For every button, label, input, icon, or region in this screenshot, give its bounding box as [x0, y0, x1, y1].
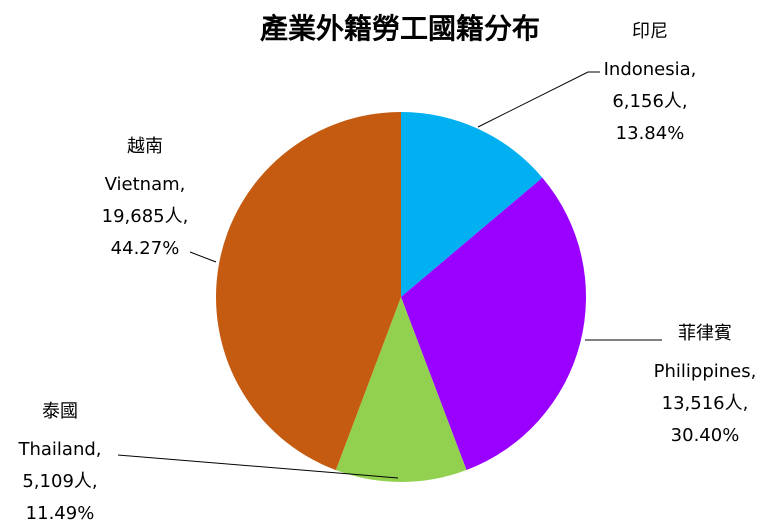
slice-label-name: 泰國 — [42, 401, 78, 422]
leader-line — [117, 454, 399, 479]
slice-label-name-en: Vietnam, — [105, 174, 186, 195]
slice-label-value: 13,516人, — [662, 393, 749, 414]
pie-slice — [335, 297, 467, 482]
slice-label-name: 越南 — [127, 136, 163, 157]
slice-label-name: 菲律賓 — [678, 323, 732, 344]
slice-label-name: 印尼 — [632, 21, 668, 42]
slice-label-percent: 30.40% — [671, 425, 740, 446]
leader-line — [189, 251, 217, 263]
slice-label-percent: 11.49% — [26, 503, 95, 524]
slice-label-percent: 44.27% — [111, 238, 180, 259]
slice-label-name-en: Thailand, — [17, 439, 101, 460]
slice-label-value: 19,685人, — [102, 206, 189, 227]
pie-slice — [401, 112, 543, 297]
slice-label-name-en: Philippines, — [654, 361, 757, 382]
slice-label-percent: 13.84% — [616, 123, 685, 144]
pie-slice — [401, 177, 586, 471]
leader-line — [477, 71, 600, 128]
slice-label-name-en: Indonesia, — [604, 59, 697, 80]
chart-title: 產業外籍勞工國籍分布 — [260, 12, 540, 45]
slice-label-value: 6,156人, — [612, 91, 687, 112]
slice-label-value: 5,109人, — [22, 471, 97, 492]
pie-slice — [215, 112, 401, 471]
